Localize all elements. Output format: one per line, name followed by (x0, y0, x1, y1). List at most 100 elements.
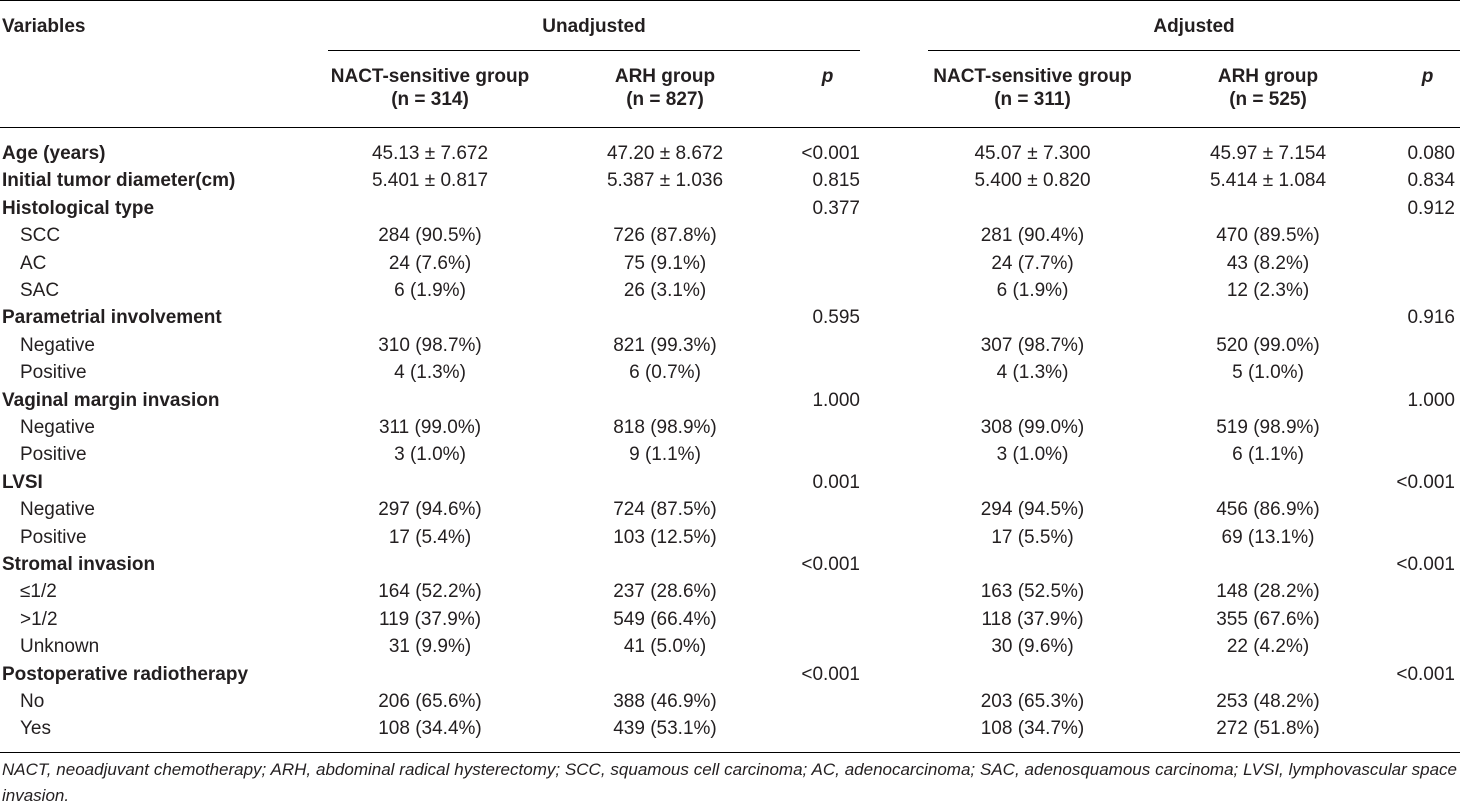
cell-unadj-nact: 284 (90.5%) (378, 225, 482, 247)
top-rule (0, 0, 1460, 1)
cell-adj-p: 0.834 (1407, 170, 1455, 192)
cell-unadj-p: <0.001 (801, 143, 860, 164)
cell-unadj-p: 0.595 (812, 307, 860, 329)
cell-unadj-nact: 297 (94.6%) (378, 499, 482, 521)
cell-unadj-arh: 818 (98.9%) (613, 417, 717, 438)
row-sublabel: ≤1/2 (20, 581, 57, 603)
cell-unadj-arh: 726 (87.8%) (613, 225, 717, 247)
table-row: Postoperative radiotherapy <0.001 <0.001 (0, 661, 1460, 688)
cell-unadj-nact: 206 (65.6%) (378, 691, 482, 712)
cell-adj-nact: 308 (99.0%) (980, 417, 1085, 438)
cell-unadj-arh: 439 (53.1%) (613, 718, 717, 740)
cell-unadj-nact: 4 (1.3%) (394, 362, 466, 384)
table-row: Stromal invasion <0.001 <0.001 (0, 551, 1460, 578)
cell-adj-arh: 520 (99.0%) (1216, 334, 1320, 356)
cell-unadj-nact: 5.401 ± 0.817 (371, 170, 489, 192)
cell-unadj-nact: 31 (9.9%) (388, 636, 472, 658)
col-header-adj-arh: ARH group (n = 525) (1217, 66, 1319, 110)
row-sublabel: AC (20, 252, 47, 274)
row-sublabel: Unknown (20, 636, 100, 658)
cell-adj-arh: 253 (48.2%) (1216, 691, 1320, 712)
row-category-label: Age (years) (2, 143, 106, 164)
row-sublabel: Positive (20, 526, 87, 548)
cell-adj-nact: 203 (65.3%) (980, 691, 1085, 712)
cell-adj-arh: 45.97 ± 7.154 (1209, 143, 1327, 164)
row-sublabel: Positive (20, 362, 87, 384)
row-category-label: Histological type (2, 197, 155, 219)
cell-unadj-arh: 237 (28.6%) (613, 581, 717, 603)
cell-unadj-nact: 6 (1.9%) (394, 280, 466, 301)
table-row: No 206 (65.6%) 388 (46.9%) 203 (65.3%) 253 (… (0, 688, 1460, 715)
table-row: LVSI 0.001 <0.001 (0, 469, 1460, 496)
row-category-label: Vaginal margin invasion (2, 389, 220, 411)
col-header-unadj-nact: NACT-sensitive group (n = 314) (330, 66, 530, 110)
unadjusted-rule (328, 50, 860, 51)
table-row: ≤1/2 164 (52.2%) 237 (28.6%) 163 (52.5%) 148… (0, 578, 1460, 605)
cell-adj-arh: 43 (8.2%) (1226, 252, 1310, 274)
cell-adj-nact: 45.07 ± 7.300 (974, 143, 1091, 164)
cell-unadj-nact: 17 (5.4%) (388, 526, 472, 548)
cell-adj-nact: 24 (7.7%) (991, 252, 1074, 274)
cell-adj-p: <0.001 (1396, 663, 1455, 685)
cell-unadj-nact: 164 (52.2%) (378, 581, 482, 603)
adjusted-rule (928, 50, 1460, 51)
cell-adj-p: 1.000 (1407, 389, 1455, 411)
cell-unadj-nact: 45.13 ± 7.672 (371, 143, 489, 164)
cell-adj-nact: 30 (9.6%) (991, 636, 1074, 658)
row-category-label: Parametrial involvement (2, 307, 222, 329)
col-header-unadj-arh: ARH group (n = 827) (614, 66, 716, 110)
table-row: SAC 6 (1.9%) 26 (3.1%) 6 (1.9%) 12 (2.3%) (0, 277, 1460, 304)
table-row: Negative 310 (98.7%) 821 (99.3%) 307 (98.7%… (0, 332, 1460, 359)
cell-unadj-arh: 5.387 ± 1.036 (606, 170, 724, 192)
cell-unadj-arh: 103 (12.5%) (613, 526, 717, 548)
cell-adj-nact: 118 (37.9%) (981, 608, 1084, 630)
cell-unadj-arh: 47.20 ± 8.672 (606, 143, 724, 164)
col-header-adj-p: p (1421, 66, 1434, 87)
table-row: AC 24 (7.6%) 75 (9.1%) 24 (7.7%) 43 (8.2%) (0, 250, 1460, 277)
col-header-adj-nact: NACT-sensitive group (n = 311) (933, 66, 1132, 110)
cell-adj-p: 0.916 (1407, 307, 1455, 329)
row-sublabel: Negative (20, 417, 95, 438)
table-bottom-rule (0, 752, 1460, 753)
table-row: Positive 4 (1.3%) 6 (0.7%) 4 (1.3%) 5 (1.0%) (0, 359, 1460, 386)
cell-unadj-nact: 119 (37.9%) (378, 608, 482, 630)
table-row: SCC 284 (90.5%) 726 (87.8%) 281 (90.4%) 470 … (0, 222, 1460, 249)
row-sublabel: SCC (20, 225, 61, 247)
cell-adj-nact: 281 (90.4%) (980, 225, 1085, 247)
cell-unadj-arh: 41 (5.0%) (623, 636, 707, 658)
row-sublabel: No (20, 691, 45, 712)
table-row: Parametrial involvement 0.595 0.916 (0, 304, 1460, 331)
cell-unadj-p: 0.001 (812, 471, 860, 493)
table-row: Initial tumor diameter(cm) 5.401 ± 0.817 5… (0, 167, 1460, 194)
cell-unadj-arh: 549 (66.4%) (613, 608, 717, 630)
cell-adj-nact: 6 (1.9%) (996, 280, 1069, 301)
cell-unadj-p: 0.377 (812, 197, 860, 219)
row-sublabel: Positive (20, 444, 87, 466)
unadjusted-header: Unadjusted (542, 16, 646, 37)
cell-adj-arh: 355 (67.6%) (1216, 608, 1320, 630)
table-row: Age (years) 45.13 ± 7.672 47.20 ± 8.672 <0.… (0, 140, 1460, 167)
table-footnote: NACT, neoadjuvant chemotherapy; ARH, abd… (2, 760, 1457, 805)
cell-adj-nact: 294 (94.5%) (980, 499, 1085, 521)
row-sublabel: Negative (20, 334, 95, 356)
cell-adj-p: 0.080 (1407, 143, 1455, 164)
cell-unadj-nact: 311 (99.0%) (378, 417, 482, 438)
adjusted-header: Adjusted (1153, 16, 1235, 37)
table-row: Positive 17 (5.4%) 103 (12.5%) 17 (5.5%) 69 … (0, 524, 1460, 551)
cell-adj-arh: 5.414 ± 1.084 (1209, 170, 1327, 192)
row-category-label: Stromal invasion (2, 554, 156, 575)
cell-unadj-arh: 821 (99.3%) (613, 334, 717, 356)
cell-adj-nact: 108 (34.7%) (980, 718, 1085, 740)
cell-adj-arh: 12 (2.3%) (1226, 280, 1310, 301)
cell-unadj-nact: 3 (1.0%) (394, 444, 466, 466)
cell-unadj-arh: 6 (0.7%) (629, 362, 701, 384)
cell-adj-arh: 272 (51.8%) (1216, 718, 1320, 740)
table-row: >1/2 119 (37.9%) 549 (66.4%) 118 (37.9%) 355… (0, 606, 1460, 633)
col-header-unadj-p: p (821, 66, 834, 87)
cell-unadj-p: 1.000 (812, 389, 860, 411)
cell-unadj-arh: 388 (46.9%) (613, 691, 717, 712)
cell-adj-arh: 456 (86.9%) (1216, 499, 1320, 521)
cell-unadj-nact: 310 (98.7%) (378, 334, 482, 356)
cell-adj-arh: 519 (98.9%) (1216, 417, 1320, 438)
cell-adj-arh: 5 (1.0%) (1232, 362, 1304, 384)
